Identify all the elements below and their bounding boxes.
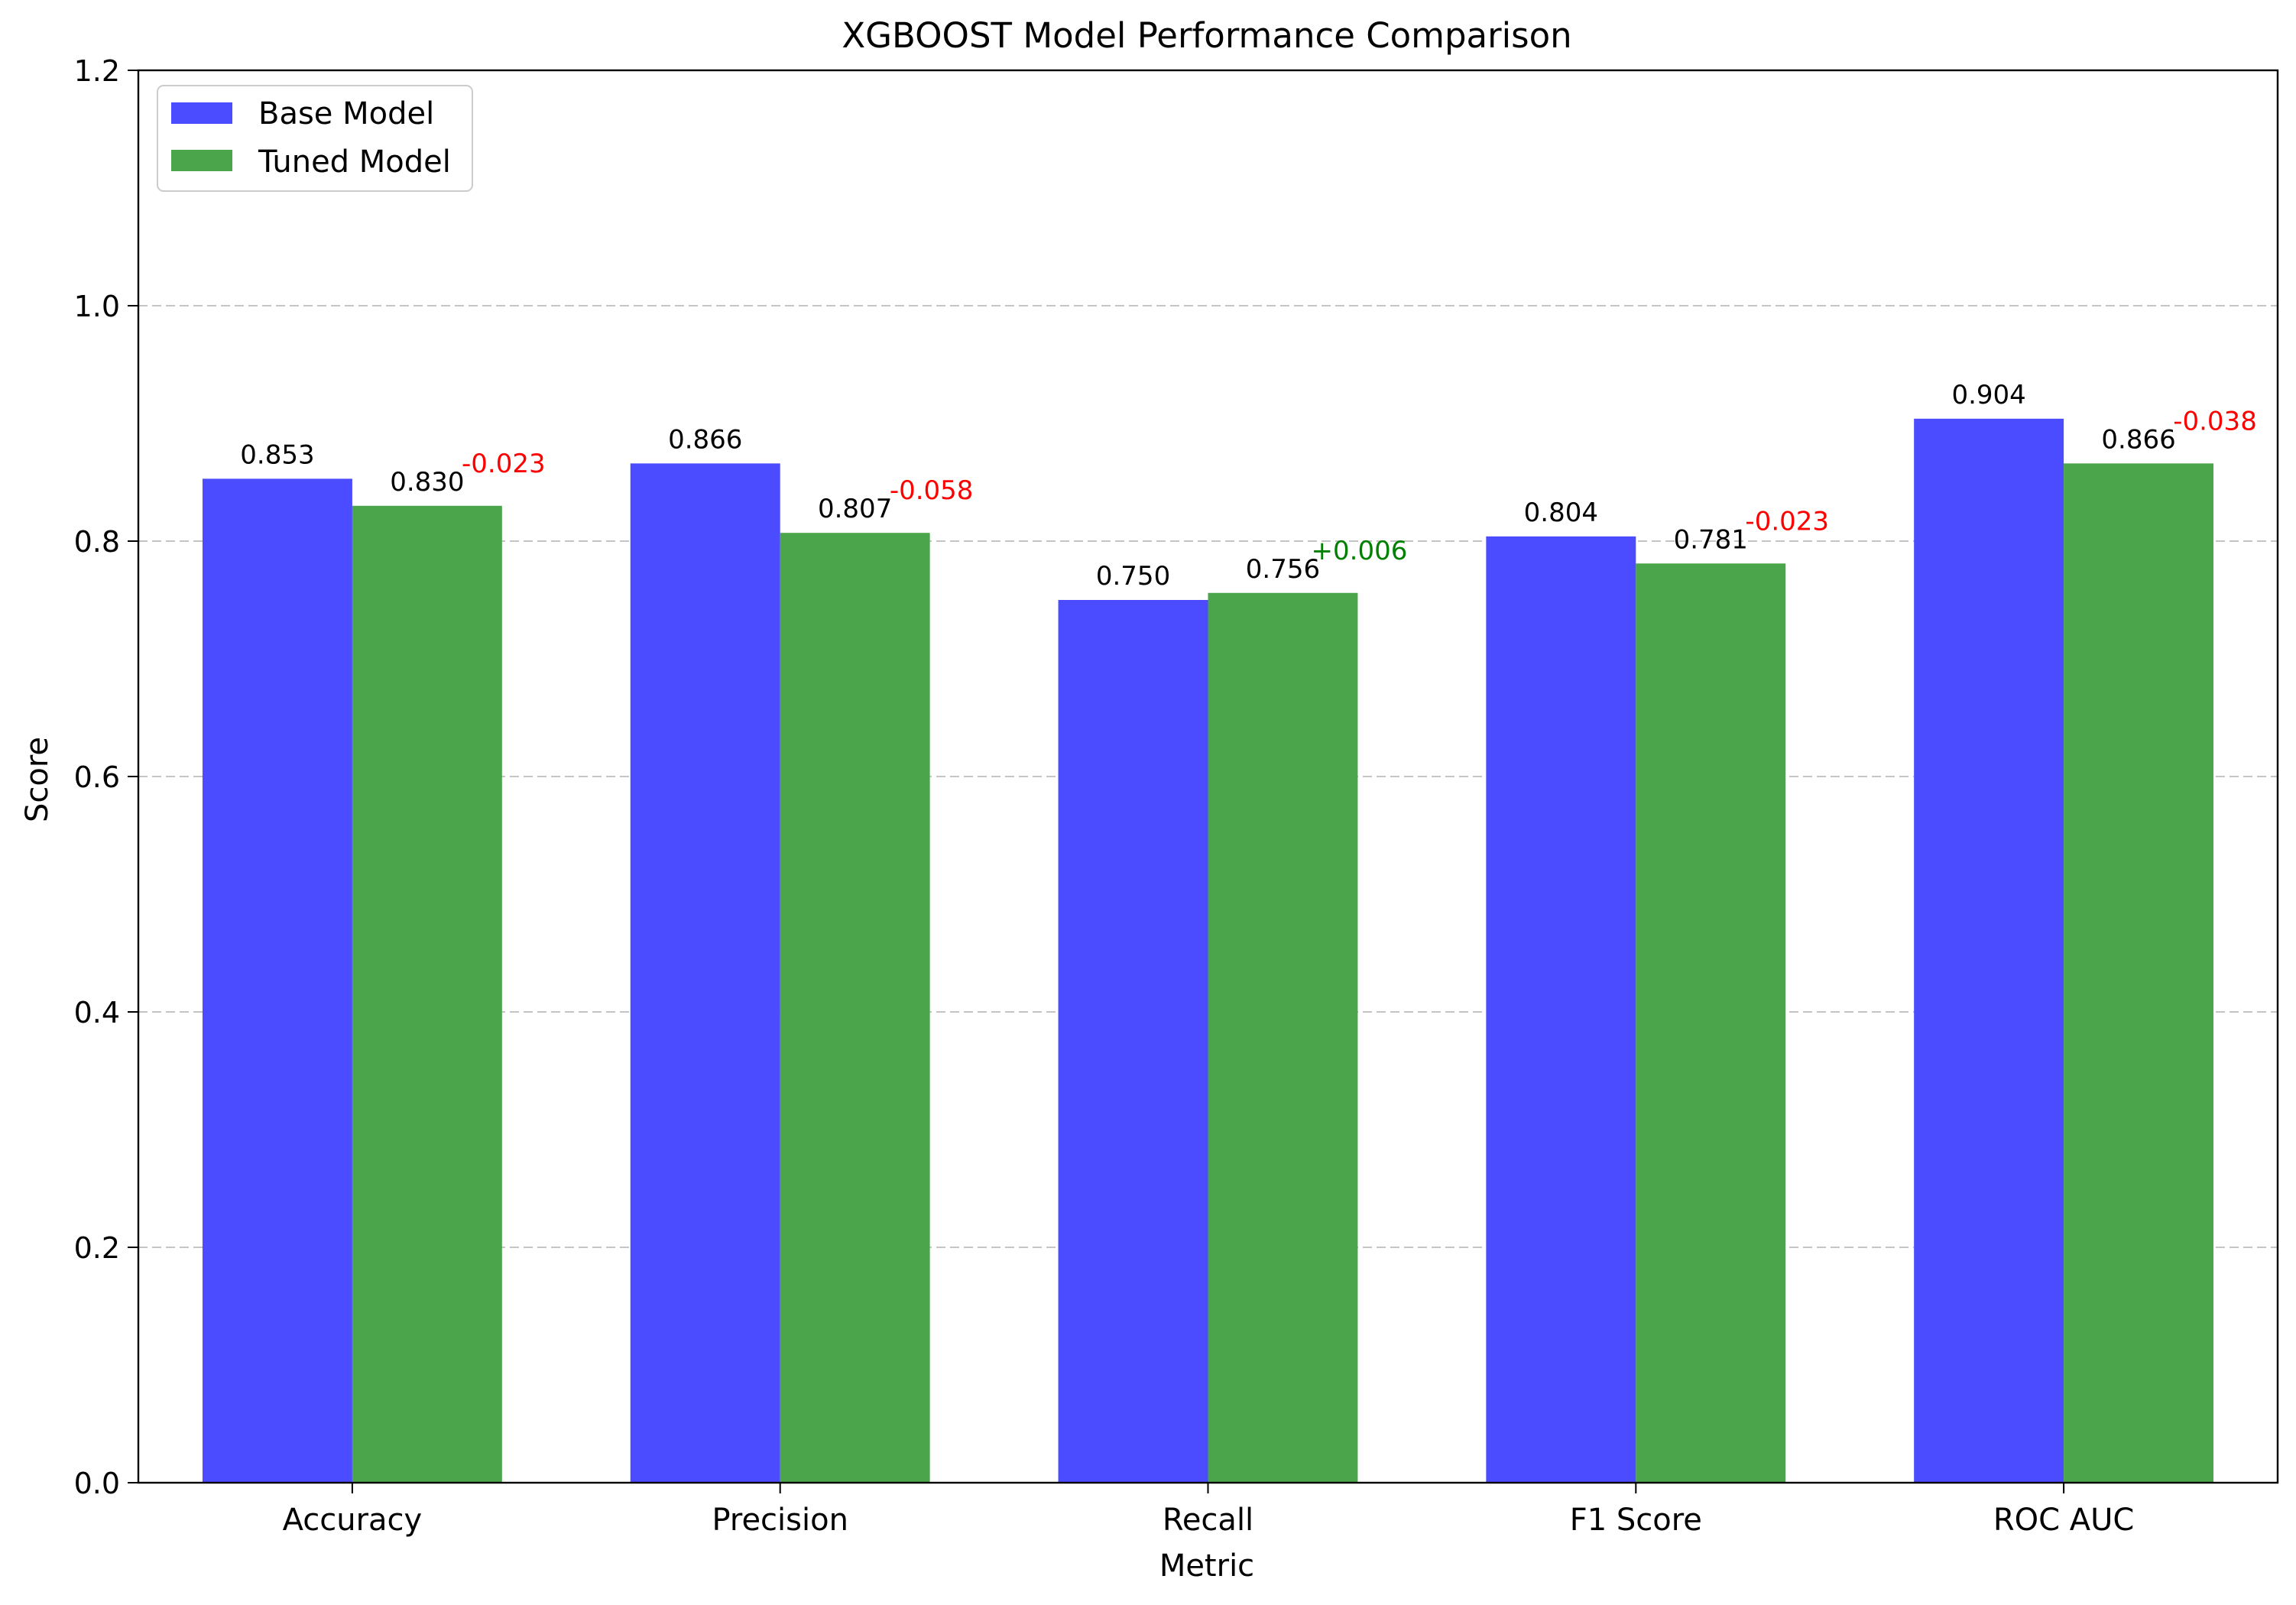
bar-base-model-f1-score — [1486, 536, 1636, 1483]
bar-base-model-precision — [630, 463, 780, 1483]
x-tick-label: ROC AUC — [1993, 1503, 2135, 1538]
difference-label: -0.058 — [890, 475, 974, 506]
difference-label: -0.038 — [2173, 406, 2257, 436]
bar-value-label: 0.756 — [1246, 554, 1320, 585]
y-tick-label: 1.2 — [74, 54, 120, 88]
bar-value-label: 0.853 — [240, 439, 314, 470]
y-tick-label: 0.2 — [74, 1231, 120, 1265]
bar-value-label: 0.866 — [668, 424, 742, 455]
x-tick-label: Recall — [1163, 1503, 1253, 1538]
difference-label: +0.006 — [1312, 536, 1408, 566]
x-axis: Accuracy Precision Recall F1 Score ROC AUC — [283, 1483, 2135, 1538]
x-axis-label: Metric — [1159, 1548, 1254, 1584]
bar-value-label: 0.781 — [1674, 524, 1748, 555]
legend-label-base-model: Base Model — [258, 96, 434, 131]
bar-value-label: 0.866 — [2101, 424, 2175, 455]
bar-tuned-model-roc-auc — [2064, 463, 2214, 1483]
bar-base-model-recall — [1058, 600, 1208, 1483]
y-tick-label: 1.0 — [74, 290, 120, 323]
bar-base-model-accuracy — [202, 478, 352, 1483]
legend-box — [157, 85, 473, 192]
legend-swatch-base-model — [171, 102, 232, 124]
y-tick-label: 0.0 — [74, 1467, 120, 1500]
bar-value-label: 0.807 — [818, 494, 892, 524]
bar-base-model-roc-auc — [1914, 418, 2064, 1483]
y-axis: 0.0 0.2 0.4 0.6 0.8 1.0 1.2 — [74, 54, 138, 1500]
legend-label-tuned-model: Tuned Model — [258, 144, 451, 180]
bar-value-label: 0.750 — [1096, 561, 1170, 592]
bar-value-label: 0.830 — [390, 467, 464, 498]
legend-swatch-tuned-model — [171, 150, 232, 171]
y-axis-label: Score — [20, 737, 55, 822]
y-tick-label: 0.6 — [74, 760, 120, 794]
y-tick-label: 0.8 — [74, 525, 120, 559]
x-tick-label: F1 Score — [1570, 1503, 1702, 1538]
bar-tuned-model-recall — [1208, 592, 1358, 1483]
bar-tuned-model-precision — [780, 533, 930, 1483]
difference-label: -0.023 — [1745, 506, 1829, 537]
x-tick-label: Precision — [712, 1503, 848, 1538]
bar-value-label: 0.804 — [1524, 498, 1598, 528]
y-tick-label: 0.4 — [74, 996, 120, 1029]
chart-title: XGBOOST Model Performance Comparison — [842, 15, 1571, 56]
bars — [202, 418, 2214, 1483]
bar-tuned-model-f1-score — [1636, 563, 1786, 1483]
difference-label: -0.023 — [462, 449, 546, 479]
bar-tuned-model-accuracy — [352, 505, 502, 1483]
bar-value-label: 0.904 — [1951, 380, 2025, 410]
legend: Base Model Tuned Model — [157, 85, 473, 192]
x-tick-label: Accuracy — [283, 1503, 423, 1538]
